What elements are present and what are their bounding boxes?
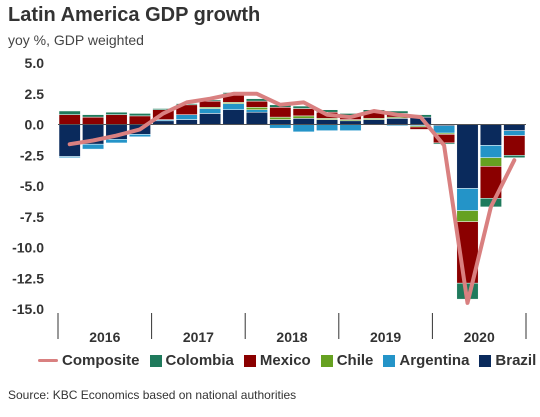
bar-segment-brazil: [456, 124, 479, 189]
bar-segment-argentina: [316, 124, 339, 131]
bar-segment-brazil: [199, 113, 222, 125]
bar-segment-chile: [269, 116, 292, 120]
legend-item-mexico: Mexico: [243, 352, 311, 369]
legend-swatch-composite: [38, 359, 58, 362]
bar-segment-brazil: [58, 124, 81, 157]
bar-segment-argentina: [456, 188, 479, 211]
y-tick-label: -12.5: [12, 270, 44, 286]
bar-segment-chile: [479, 157, 502, 167]
bar-segment-mexico: [58, 114, 81, 125]
y-tick-label: 2.5: [25, 86, 45, 102]
bar-segment-colombia: [58, 110, 81, 115]
y-tick-label: 5.0: [25, 55, 45, 71]
legend-item-colombia: Colombia: [149, 352, 234, 369]
legend: Composite Colombia Mexico Chile Argentin…: [38, 352, 536, 369]
y-tick-label: -10.0: [12, 240, 44, 256]
bar-segment-colombia: [128, 113, 151, 117]
bar-segment-chile: [245, 107, 268, 110]
bar-segment-colombia: [105, 111, 128, 115]
y-axis: 5.0 2.5 0.0 -2.5 -5.0 -7.5 -10.0 -12.5 -15.0: [12, 55, 44, 317]
y-tick-label: -15.0: [12, 301, 44, 317]
bar-segment-brazil: [269, 119, 292, 125]
bar-segment-argentina: [222, 103, 245, 110]
bar-segment-mexico: [105, 114, 128, 125]
bar-segment-argentina: [82, 143, 105, 150]
bar-segment-mexico: [503, 135, 526, 156]
bar-segment-mexico: [269, 107, 292, 118]
bar-segment-argentina: [433, 125, 456, 134]
bar-segment-argentina: [269, 124, 292, 129]
x-axis: 2016 2017 2018 2019 2020: [57, 313, 527, 345]
bar-segment-argentina: [339, 124, 362, 131]
chart-title: Latin America GDP growth: [8, 4, 261, 26]
legend-item-brazil: Brazil: [479, 352, 536, 369]
legend-item-argentina: Argentina: [383, 352, 469, 369]
legend-label-composite: Composite: [62, 352, 140, 369]
legend-label-argentina: Argentina: [399, 352, 470, 369]
bar-segment-argentina: [292, 124, 315, 133]
x-tick-label: 2019: [370, 329, 401, 345]
y-tick-label: 0.0: [25, 117, 45, 133]
legend-label-brazil: Brazil: [495, 352, 537, 369]
bar-segment-argentina: [128, 134, 151, 138]
legend-label-chile: Chile: [336, 352, 374, 369]
bar-segment-brazil: [386, 118, 409, 125]
x-tick-label: 2020: [464, 329, 495, 345]
y-tick-label: -7.5: [20, 209, 44, 225]
bar-segment-argentina: [245, 109, 268, 113]
bar-segment-colombia: [82, 114, 105, 118]
chart-subtitle: yoy %, GDP weighted: [8, 32, 144, 48]
bar-segment-brazil: [245, 111, 268, 125]
legend-item-chile: Chile: [320, 352, 374, 369]
source-note: Source: KBC Economics based on national …: [8, 388, 297, 402]
bar-segment-argentina: [503, 130, 526, 136]
x-tick-label: 2018: [276, 329, 307, 345]
bar-segment-mexico: [199, 100, 222, 108]
x-tick-label: 2017: [183, 329, 214, 345]
bar-segment-argentina: [105, 139, 128, 144]
y-tick-label: -2.5: [20, 147, 44, 163]
bar-segment-chile: [456, 210, 479, 222]
legend-swatch-colombia: [149, 354, 162, 367]
composite-line: [67, 91, 517, 305]
bar-segment-mexico: [82, 116, 105, 125]
bar-segment-brazil: [503, 124, 526, 131]
legend-item-composite: Composite: [38, 352, 140, 369]
bars-layer: [58, 92, 526, 300]
bar-segment-brazil: [222, 109, 245, 125]
bar-segment-brazil: [362, 119, 385, 125]
bar-segment-mexico: [245, 100, 268, 108]
bar-segment-brazil: [339, 120, 362, 125]
legend-swatch-brazil: [479, 354, 492, 367]
y-tick-label: -5.0: [20, 178, 44, 194]
bar-segment-brazil: [175, 119, 198, 125]
bar-segment-argentina: [479, 145, 502, 158]
bar-segment-chile: [292, 115, 315, 119]
bar-segment-brazil: [479, 124, 502, 146]
x-tick-label: 2016: [89, 329, 120, 345]
legend-swatch-mexico: [243, 354, 256, 367]
bar-segment-brazil: [292, 118, 315, 125]
bar-segment-mexico: [292, 108, 315, 117]
gdp-chart: 5.0 2.5 0.0 -2.5 -5.0 -7.5 -10.0 -12.5 -15.0 201…: [12, 55, 527, 345]
bar-segment-argentina: [199, 108, 222, 114]
legend-swatch-chile: [320, 354, 333, 367]
legend-swatch-argentina: [383, 354, 396, 367]
bar-segment-colombia: [503, 155, 526, 158]
legend-label-colombia: Colombia: [165, 352, 234, 369]
bar-segment-brazil: [152, 120, 175, 125]
bar-segment-argentina: [175, 114, 198, 120]
bar-segment-brazil: [316, 119, 339, 125]
legend-label-mexico: Mexico: [259, 352, 311, 369]
bar-segment-argentina: [58, 156, 81, 158]
